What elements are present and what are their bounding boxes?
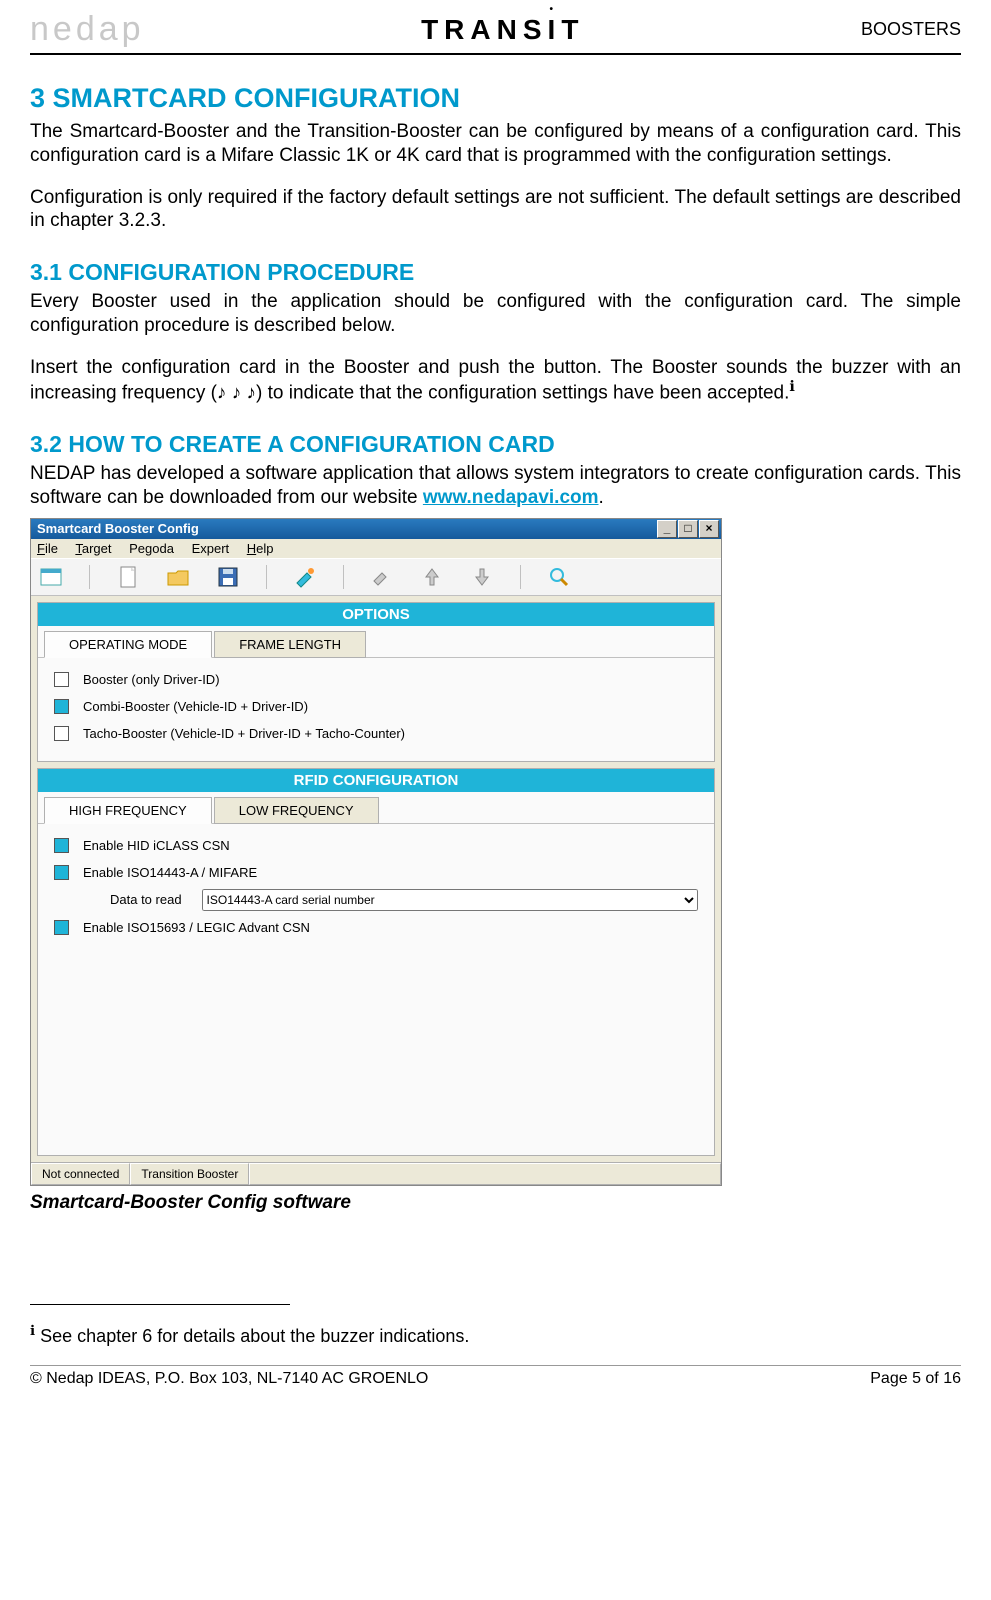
logo-nedap: nedap [30,10,145,49]
close-button[interactable]: × [699,520,719,538]
section-3-title: 3 SMARTCARD CONFIGURATION [30,83,961,114]
maximize-button[interactable]: □ [678,520,698,538]
window-title: Smartcard Booster Config [37,521,199,536]
opt-tacho-booster[interactable]: Tacho-Booster (Vehicle-ID + Driver-ID + … [50,720,702,747]
menu-target[interactable]: Target [75,541,111,556]
section-31-title: 3.1 CONFIGURATION PROCEDURE [30,259,961,286]
tab-operating-mode[interactable]: OPERATING MODE [44,631,212,658]
menu-expert[interactable]: Expert [192,541,230,556]
open-file-icon[interactable] [166,565,190,589]
figure-caption: Smartcard-Booster Config software [30,1192,961,1214]
section-32-title: 3.2 HOW TO CREATE A CONFIGURATION CARD [30,431,961,458]
data-to-read-label: Data to read [110,892,182,907]
checkbox-icon[interactable] [54,699,69,714]
app-window: Smartcard Booster Config _□× File Target… [30,518,722,1186]
footnote: ℹ See chapter 6 for details about the bu… [30,1323,961,1347]
footer-right: Page 5 of 16 [870,1370,961,1388]
minimize-button[interactable]: _ [657,520,677,538]
rfid-panel: RFID CONFIGURATION HIGH FREQUENCY LOW FR… [37,768,715,1156]
section-3-p1: The Smartcard-Booster and the Transition… [30,120,961,168]
logo-transit: TRANSI•T [421,14,584,46]
checkbox-icon[interactable] [54,726,69,741]
write-card-icon[interactable] [293,565,317,589]
checkbox-icon[interactable] [54,672,69,687]
tab-high-freq[interactable]: HIGH FREQUENCY [44,797,212,824]
new-file-icon[interactable] [116,565,140,589]
rfid-header: RFID CONFIGURATION [38,769,714,792]
opt-iso15693[interactable]: Enable ISO15693 / LEGIC Advant CSN [50,914,702,941]
connect-icon[interactable] [370,565,394,589]
download-icon[interactable] [470,565,494,589]
toolbar [31,558,721,596]
save-file-icon[interactable] [216,565,240,589]
checkbox-icon[interactable] [54,838,69,853]
section-32-p1: NEDAP has developed a software applicati… [30,462,961,510]
toolbar-app-icon[interactable] [39,565,63,589]
footnote-ref-icon: ℹ [789,379,794,395]
opt-iso14443[interactable]: Enable ISO14443-A / MIFARE [50,859,702,886]
menu-pegoda[interactable]: Pegoda [129,541,174,556]
rfid-tabs: HIGH FREQUENCY LOW FREQUENCY [38,792,714,824]
menu-file[interactable]: File [37,541,58,556]
page-header: nedap TRANSI•T BOOSTERS [30,10,961,55]
opt-hid-iclass[interactable]: Enable HID iCLASS CSN [50,832,702,859]
window-controls: _□× [656,520,719,538]
tab-frame-length[interactable]: FRAME LENGTH [214,631,366,658]
data-to-read-select[interactable]: ISO14443-A card serial number [202,889,698,911]
options-panel: OPTIONS OPERATING MODE FRAME LENGTH Boos… [37,602,715,762]
options-tabs: OPERATING MODE FRAME LENGTH [38,626,714,658]
footer-left: © Nedap IDEAS, P.O. Box 103, NL-7140 AC … [30,1370,428,1388]
section-31-p1: Every Booster used in the application sh… [30,290,961,338]
data-to-read-row: Data to read ISO14443-A card serial numb… [50,886,702,914]
section-31-p2: Insert the configuration card in the Boo… [30,356,961,406]
status-device: Transition Booster [130,1163,249,1185]
options-header: OPTIONS [38,603,714,626]
tab-low-freq[interactable]: LOW FREQUENCY [214,797,379,824]
page-footer: © Nedap IDEAS, P.O. Box 103, NL-7140 AC … [30,1365,961,1388]
titlebar: Smartcard Booster Config _□× [31,519,721,539]
upload-icon[interactable] [420,565,444,589]
footnote-rule [30,1304,290,1305]
search-icon[interactable] [547,565,571,589]
menubar: File Target Pegoda Expert Help [31,539,721,558]
checkbox-icon[interactable] [54,920,69,935]
checkbox-icon[interactable] [54,865,69,880]
section-3-p2: Configuration is only required if the fa… [30,186,961,234]
statusbar: Not connected Transition Booster [31,1162,721,1185]
menu-help[interactable]: Help [247,541,274,556]
opt-combi-booster[interactable]: Combi-Booster (Vehicle-ID + Driver-ID) [50,693,702,720]
website-link[interactable]: www.nedapavi.com [423,487,599,508]
status-connection: Not connected [31,1163,130,1185]
opt-booster[interactable]: Booster (only Driver-ID) [50,666,702,693]
header-right: BOOSTERS [861,19,961,40]
